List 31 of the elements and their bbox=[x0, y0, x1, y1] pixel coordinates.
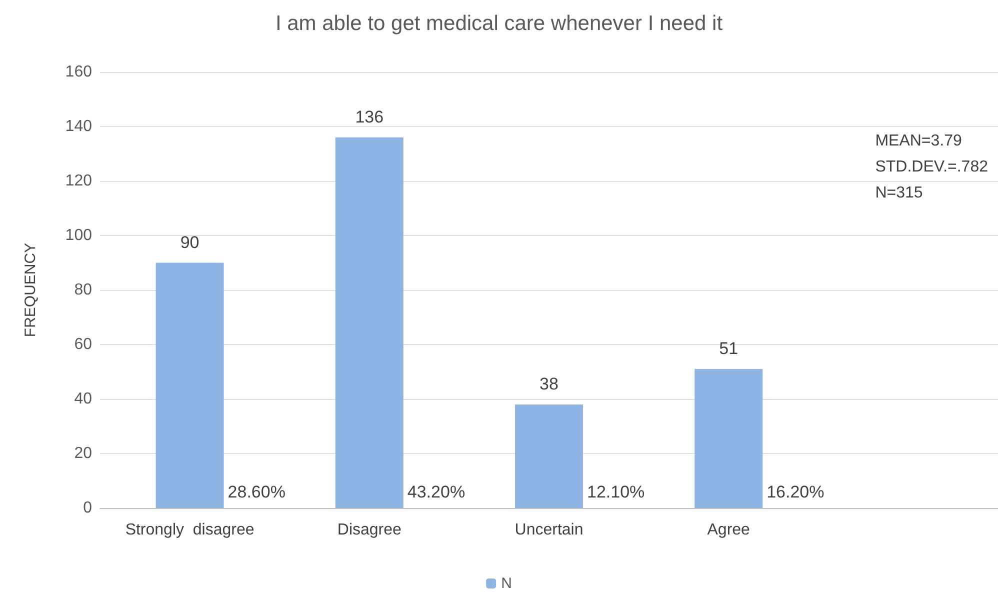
bar bbox=[694, 369, 763, 508]
chart-title: I am able to get medical care whenever I need it bbox=[275, 12, 723, 35]
y-tick-label: 100 bbox=[65, 227, 92, 244]
y-tick-label: 80 bbox=[74, 282, 92, 298]
y-tick-label: 120 bbox=[65, 172, 92, 190]
annotation: 43.20% bbox=[407, 482, 466, 502]
annotation: N=315 bbox=[875, 184, 923, 202]
bar bbox=[515, 404, 583, 508]
annotation: 16.20% bbox=[766, 482, 824, 502]
annotation: STD.DEV.=.782 bbox=[875, 158, 988, 176]
y-tick-label: 0 bbox=[83, 500, 92, 516]
x-tick-label: Strongly disagree bbox=[125, 522, 254, 538]
annotation: 28.60% bbox=[228, 482, 286, 502]
bar bbox=[335, 137, 404, 508]
data-label: 51 bbox=[719, 339, 738, 358]
data-label: 38 bbox=[540, 374, 558, 394]
x-tick-label: Disagree bbox=[337, 522, 402, 538]
x-tick-label: Uncertain bbox=[514, 522, 584, 538]
bar bbox=[156, 262, 224, 508]
data-label: 136 bbox=[355, 107, 384, 126]
annotation: MEAN=3.79 bbox=[875, 132, 962, 150]
y-tick-label: 40 bbox=[74, 390, 92, 408]
y-tick-label: 160 bbox=[65, 64, 92, 80]
data-label: 90 bbox=[180, 232, 200, 252]
y-tick-label: 20 bbox=[74, 445, 92, 462]
x-tick-label: Agree bbox=[707, 522, 750, 538]
annotation: 12.10% bbox=[587, 482, 645, 502]
y-tick-label: 140 bbox=[65, 118, 92, 135]
legend-label: N bbox=[501, 575, 512, 592]
y-axis-title: FREQUENCY bbox=[22, 242, 39, 338]
y-tick-label: 60 bbox=[74, 336, 92, 353]
